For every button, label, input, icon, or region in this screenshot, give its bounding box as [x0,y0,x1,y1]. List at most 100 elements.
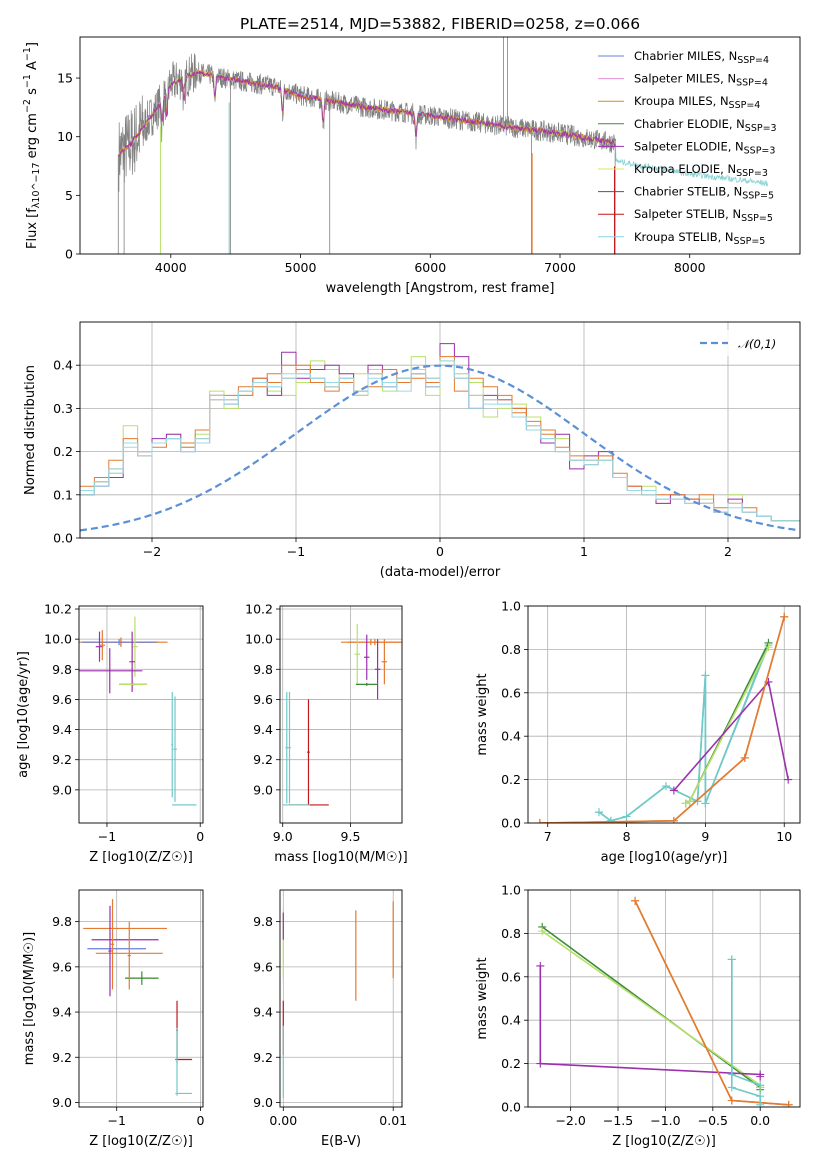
y-tick-label: 0.2 [53,444,73,459]
histogram-step [80,360,800,526]
x-tick-label: −1 [107,1113,125,1128]
legend-box [690,330,794,356]
weight-point [536,1059,545,1068]
legend-label: Chabrier STELIB, NSSP=5​ [634,185,774,202]
weight-point [727,1070,736,1079]
spectrum-legend: Chabrier MILES, NSSP=4​ Salpeter MILES, N… [598,49,777,247]
errorbar [364,634,370,680]
errorbars [282,901,394,1098]
legend-label: Chabrier ELODIE, NSSP=3​ [634,117,777,134]
weight-point [535,819,544,823]
y-tick-label: 0 [65,247,73,262]
x-tick-label: 1 [580,544,588,559]
legend-label: Kroupa ELODIE, NSSP=3​ [634,162,768,179]
y-axis-label: mass [log10(M/M☉)] [22,932,37,1065]
axes-frame [527,889,801,1108]
weight-point [784,775,793,784]
x-tick-label: 0 [197,1113,205,1128]
x-tick-label: 0.01 [379,1113,407,1128]
x-tick-label: 9.0 [273,829,293,844]
weight-point [661,782,670,791]
errorbar [119,682,148,686]
y-tick-label: 9.0 [253,1095,273,1110]
x-tick-label: −0.5 [698,1113,728,1128]
x-tick-label: 6000 [414,260,446,275]
errorbar [354,624,360,685]
x-tick-label: 0.0 [750,1113,770,1128]
x-tick-label: 7 [544,829,552,844]
axes-frame [527,605,801,824]
residual-histograms [80,343,800,532]
y-tick-label: 0.2 [501,1056,521,1071]
weight-line [539,616,785,823]
y-axis-label: mass weight [475,673,490,755]
x-tick-label: −2.0 [555,1113,585,1128]
errorbars [282,624,402,806]
x-axis-label: Z [log10(Z/Z☉)] [612,1134,716,1149]
y-tick-label: 9.6 [52,959,72,974]
y-tick-label: 10.2 [245,602,273,617]
y-tick-label: 1.0 [501,883,521,898]
weight-point [631,896,640,905]
x-tick-label: −2 [143,544,161,559]
y-tick-label: 9.6 [253,959,273,974]
weight-point [727,955,736,964]
weight-line [598,644,770,822]
spectrum-panel: 4000 5000 6000 7000 8000 0 5 10 15 wavelength [An… [22,36,801,296]
y-tick-label: 9.0 [253,782,273,797]
errorbar [347,639,402,646]
x-tick-label: 0 [196,829,204,844]
errorbar [110,899,115,990]
legend-label: Kroupa STELIB, NSSP=5​ [634,230,765,247]
x-tick-label: −1.5 [603,1113,633,1128]
age-vs-mass-panel: 9.0 9.5 9.0 9.2 9.4 9.6 9.8 10.0 10.2 mass [log10… [245,602,408,865]
y-tick-label: 9.6 [253,692,273,707]
weight-line [539,616,785,823]
y-tick-label: 9.4 [52,1005,72,1020]
y-axis-label: mass weight [475,957,490,1039]
x-axis-label: Z [log10(Z/Z☉)] [89,850,193,865]
axes-frame [79,321,801,539]
x-tick-label: 7000 [544,260,576,275]
weight-point [701,671,710,680]
errorbar [108,905,112,997]
errorbar [381,639,388,685]
x-tick-label: 8 [623,829,631,844]
errorbar [129,631,135,692]
y-tick-label: 9.2 [52,752,72,767]
weight-vs-age-panel: 7 8 9 10 0.0 0.2 0.4 0.6 0.8 1.0 age [log10(age/yr… [475,599,801,865]
weight-point [622,812,631,821]
data-spectrum [118,53,617,192]
x-tick-label: −1 [287,544,305,559]
errorbar [307,699,310,805]
mass-vs-z-panel: −1 0 9.0 9.2 9.4 9.6 9.8 Z [log10(Z/Z☉)] mass [l… [22,889,205,1149]
y-tick-label: 0.3 [53,401,73,416]
x-tick-label: 9.5 [341,829,361,844]
weight-line [634,900,789,1106]
x-axis-label: E(B-V) [321,1134,361,1149]
errorbar [355,682,378,686]
x-axis-label: (data-model)/error [380,565,501,580]
errorbar [171,691,174,798]
y-tick-label: 0.0 [501,1100,521,1115]
y-tick-label: 9.4 [253,1005,273,1020]
errorbar [176,1027,178,1096]
y-tick-label: 0.0 [501,816,521,831]
x-tick-label: 2 [724,544,732,559]
y-tick-label: 0.1 [53,487,73,502]
x-tick-label: −1 [98,829,116,844]
weight-point [536,961,545,970]
weight-point [764,643,773,652]
y-tick-label: 9.8 [52,914,72,929]
errorbar [374,639,381,700]
weight-lines [536,896,793,1107]
y-tick-label: 9.8 [253,662,273,677]
x-tick-label: −1.0 [650,1113,680,1128]
errorbar [99,630,106,661]
weight-point [756,1100,765,1107]
y-tick-label: 0.4 [501,729,521,744]
weight-line [634,900,789,1106]
normal-curve [80,364,798,532]
weight-point [756,1072,765,1081]
